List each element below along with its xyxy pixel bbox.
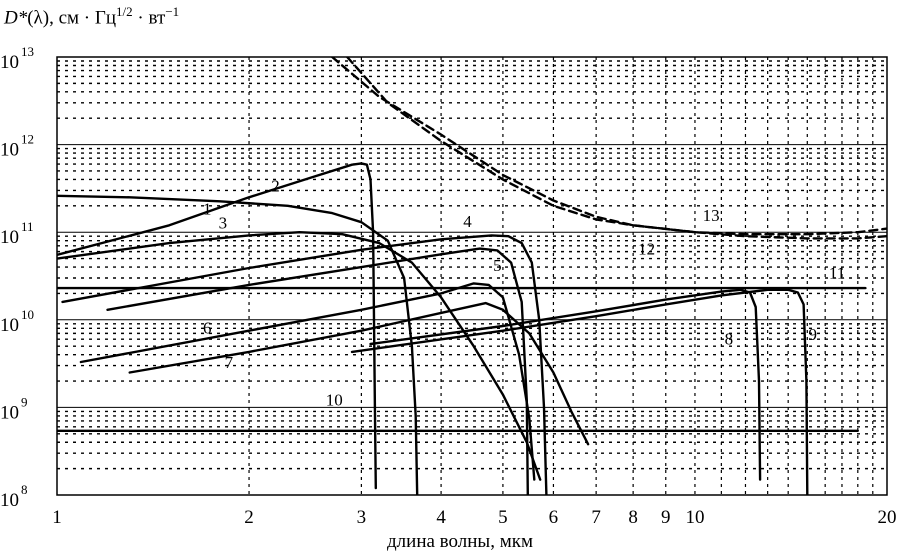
- title-symbol: D*: [4, 7, 28, 29]
- plot-frame: [56, 56, 888, 496]
- x-tick-label: 10: [685, 507, 704, 528]
- y-tick-exponent: 10: [21, 307, 34, 322]
- series-9-label: 9: [809, 325, 818, 344]
- series-1-line: [57, 162, 377, 490]
- x-tick-label: 2: [244, 507, 254, 528]
- series-10-label: 10: [326, 391, 343, 410]
- y-tick-label: 108: [0, 482, 28, 511]
- series-3-line: [57, 231, 542, 481]
- x-axis-label: длина волны, мкм: [387, 531, 533, 552]
- series-8-label: 8: [725, 330, 734, 349]
- title-text-a: (λ), см · Гц: [27, 7, 117, 29]
- x-tick-label: 20: [878, 507, 897, 528]
- series-6-line: [79, 282, 536, 481]
- series-1-label: 1: [203, 199, 212, 218]
- series-2-line: [57, 194, 419, 495]
- y-tick-exponent: 8: [21, 482, 28, 497]
- series-7-label: 7: [225, 353, 234, 372]
- title-text-b: · вт: [132, 7, 166, 29]
- title-exp-a: 1/2: [116, 4, 133, 19]
- series-13-line: [331, 57, 887, 236]
- series-12-line: [346, 57, 887, 240]
- grid: [57, 57, 887, 495]
- series-13-label: 13: [703, 206, 720, 225]
- series-12-label: 12: [638, 239, 655, 258]
- y-tick-base: 10: [0, 315, 19, 336]
- series-3-label: 3: [219, 214, 228, 233]
- x-tick-label: 6: [549, 507, 559, 528]
- x-tick-label: 4: [436, 507, 446, 528]
- y-tick-label: 109: [0, 394, 28, 423]
- series-2-label: 2: [271, 177, 280, 196]
- series-5-line: [106, 247, 529, 495]
- y-tick-base: 10: [0, 140, 19, 161]
- series-6-label: 6: [203, 318, 212, 337]
- y-tick-base: 10: [0, 402, 19, 423]
- x-tick-label: 8: [628, 507, 638, 528]
- x-tick-label: 7: [591, 507, 601, 528]
- series-5-label: 5: [493, 256, 502, 275]
- y-tick-exponent: 9: [21, 394, 28, 409]
- x-tick-label: 5: [498, 507, 508, 528]
- series-4-line: [61, 234, 548, 495]
- y-tick-exponent: 13: [21, 44, 34, 59]
- title-exp-b: −1: [165, 4, 180, 19]
- y-tick-exponent: 11: [21, 219, 34, 234]
- x-axis-ticks: 1 2 3 4 5 6 7 8 9 10 20: [52, 507, 896, 528]
- y-tick-base: 10: [0, 227, 19, 248]
- x-tick-label: 9: [661, 507, 671, 528]
- series-8-line: [369, 288, 762, 481]
- series-4-label: 4: [463, 212, 472, 231]
- x-tick-label: 1: [52, 507, 62, 528]
- y-tick-base: 10: [0, 490, 19, 511]
- series-lines: [57, 57, 887, 495]
- chart-title: D*(λ), см · Гц1/2 · вт−1: [4, 4, 179, 29]
- series-11-label: 11: [829, 264, 845, 283]
- series-9-line: [350, 288, 809, 495]
- y-tick-base: 10: [0, 52, 19, 73]
- y-tick-exponent: 12: [21, 132, 34, 147]
- x-tick-label: 3: [357, 507, 367, 528]
- series-7-line: [128, 301, 590, 446]
